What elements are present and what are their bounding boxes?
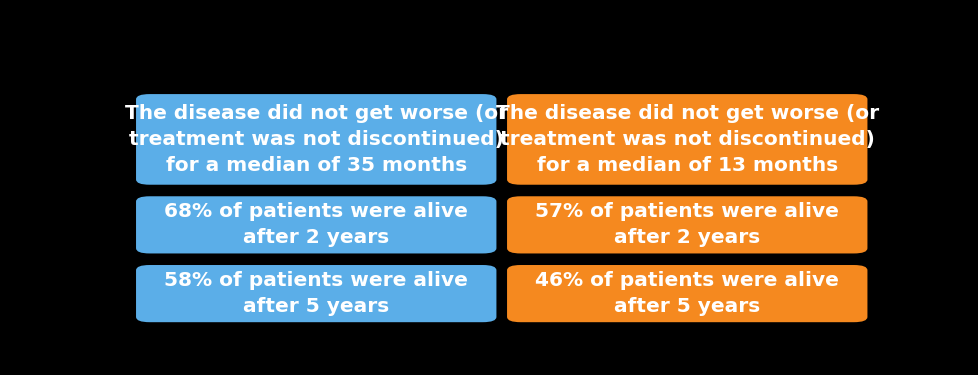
Text: 68% of patients were alive
after 2 years: 68% of patients were alive after 2 years (164, 202, 467, 247)
FancyBboxPatch shape (136, 196, 496, 254)
Text: 58% of patients were alive
after 5 years: 58% of patients were alive after 5 years (164, 271, 467, 316)
Text: The disease did not get worse (or
treatment was not discontinued)
for a median o: The disease did not get worse (or treatm… (495, 104, 878, 175)
FancyBboxPatch shape (507, 196, 867, 254)
FancyBboxPatch shape (507, 94, 867, 185)
Text: 57% of patients were alive
after 2 years: 57% of patients were alive after 2 years (535, 202, 838, 247)
FancyBboxPatch shape (136, 265, 496, 322)
FancyBboxPatch shape (136, 94, 496, 185)
Text: The disease did not get worse (or
treatment was not discontinued)
for a median o: The disease did not get worse (or treatm… (124, 104, 508, 175)
Text: 46% of patients were alive
after 5 years: 46% of patients were alive after 5 years (535, 271, 838, 316)
FancyBboxPatch shape (507, 265, 867, 322)
